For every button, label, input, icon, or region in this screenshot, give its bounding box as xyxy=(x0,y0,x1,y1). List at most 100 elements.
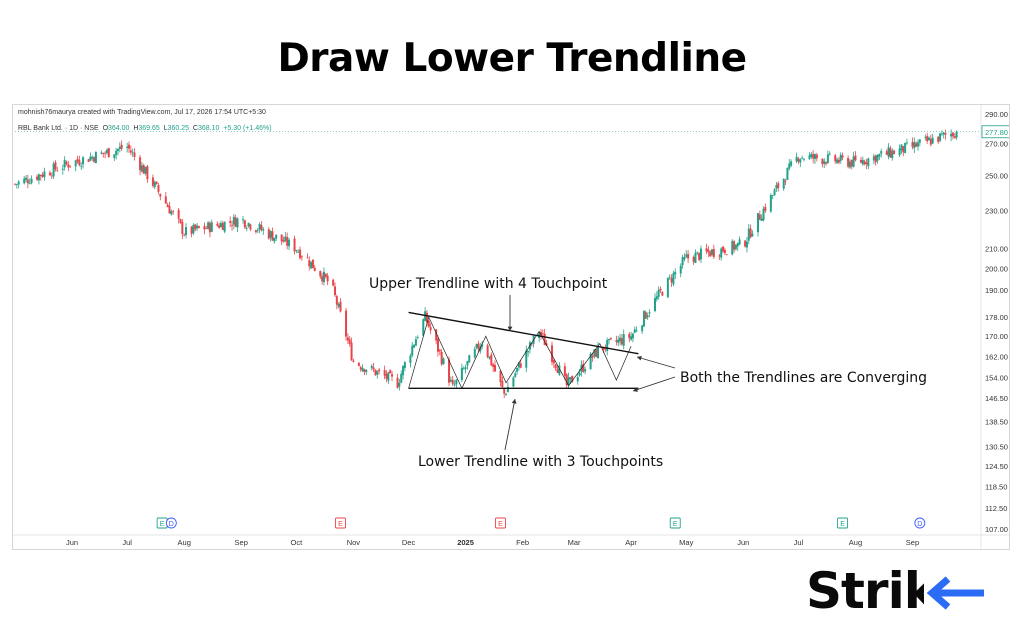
candle-body xyxy=(87,159,90,162)
candle-body xyxy=(194,224,197,230)
candle-body xyxy=(107,148,110,158)
candle-body xyxy=(203,226,206,230)
chart-panel[interactable]: mohnish76mauryа created with TradingView… xyxy=(12,104,1010,550)
candle-body xyxy=(254,230,257,232)
candle-body xyxy=(425,312,428,323)
candle-body xyxy=(269,231,272,238)
candle-body xyxy=(769,195,772,212)
event-label: E xyxy=(160,521,165,528)
candle-body xyxy=(744,240,747,247)
candle-body xyxy=(262,229,265,231)
candle-body xyxy=(593,349,596,357)
candle-body xyxy=(887,147,890,157)
candle-body xyxy=(334,286,336,296)
candle-body xyxy=(74,160,77,167)
candle-body xyxy=(438,349,441,352)
event-label: E xyxy=(673,521,678,528)
candle-body xyxy=(672,273,675,285)
candle-body xyxy=(321,276,324,282)
candle-body xyxy=(300,256,303,258)
candle-body xyxy=(313,267,316,271)
candle-body xyxy=(775,185,778,189)
candle-body xyxy=(492,364,495,368)
candle-body xyxy=(942,132,945,135)
candle-body xyxy=(683,257,686,260)
symbol-name: RBL Bank Ltd. · 1D · NSE xyxy=(18,125,99,132)
candle-body xyxy=(383,370,386,376)
converging-arrow-bottom-head xyxy=(633,387,638,392)
y-tick-label: 162.00 xyxy=(985,352,1008,361)
candle-body xyxy=(185,227,188,235)
candle-body xyxy=(120,144,123,149)
candle-body xyxy=(183,234,186,236)
candle-body xyxy=(902,146,905,153)
candle-body xyxy=(451,379,454,384)
candle-body xyxy=(282,240,285,243)
candle-body xyxy=(166,204,169,208)
candle-body xyxy=(940,133,943,135)
change-value: +5.30 (+1.46%) xyxy=(223,125,272,132)
candle-body xyxy=(350,342,353,361)
candle-body xyxy=(159,193,162,197)
low-label: L xyxy=(163,125,168,132)
candle-body xyxy=(516,367,519,372)
x-tick-label: Aug xyxy=(849,538,862,547)
candle-body xyxy=(512,377,515,387)
candle-body xyxy=(591,355,594,358)
candle-body xyxy=(709,251,712,257)
candle-body xyxy=(595,349,598,357)
candle-body xyxy=(944,133,947,135)
candle-body xyxy=(48,172,51,176)
symbol-info: RBL Bank Ltd. · 1D · NSE O364.00 H369.65… xyxy=(18,125,272,132)
candle-body xyxy=(654,298,656,311)
candle-body xyxy=(249,224,252,230)
candle-body xyxy=(514,373,517,377)
candle-body xyxy=(801,157,804,159)
candle-body xyxy=(25,177,28,180)
candle-body xyxy=(718,255,721,257)
y-tick-label: 200.00 xyxy=(985,265,1008,274)
candle-body xyxy=(929,139,932,145)
logo-arrow-icon xyxy=(924,576,986,610)
candle-body xyxy=(707,249,710,253)
candle-body xyxy=(889,148,892,158)
candle-body xyxy=(168,206,171,214)
upper-annotation: Upper Trendline with 4 Touchpoint xyxy=(369,276,608,292)
candle-body xyxy=(904,142,907,154)
candle-body xyxy=(346,337,349,341)
candle-body xyxy=(118,146,121,149)
candle-body xyxy=(242,219,245,221)
candle-body xyxy=(530,343,533,345)
candle-body xyxy=(679,265,682,274)
candle-body xyxy=(50,175,53,177)
candle-body xyxy=(332,279,335,286)
event-label: D xyxy=(917,521,922,528)
candle-body xyxy=(348,339,351,344)
candle-body xyxy=(80,165,83,167)
candle-body xyxy=(808,155,811,159)
candle-body xyxy=(642,310,645,327)
y-tick-label: 124.50 xyxy=(985,462,1008,471)
candle-body xyxy=(319,271,322,277)
candlestick-chart[interactable]: 290.00 270.00 250.00 230.00 210.00 200.00 190.… xyxy=(13,105,1009,549)
candle-body xyxy=(622,334,625,346)
candle-body xyxy=(94,151,97,164)
x-tick-label: Jun xyxy=(737,538,749,547)
candle-body xyxy=(551,345,554,363)
candle-body xyxy=(758,214,761,220)
y-tick-label: 170.00 xyxy=(985,332,1008,341)
candle-body xyxy=(503,388,506,394)
candle-body xyxy=(15,184,18,185)
candle-body xyxy=(218,225,221,228)
x-tick-label: Aug xyxy=(178,538,191,547)
candle-body xyxy=(435,329,438,341)
candle-body xyxy=(339,301,342,312)
candle-body xyxy=(799,159,802,163)
candle-body xyxy=(490,354,493,366)
candle-body xyxy=(928,137,931,141)
candle-body xyxy=(720,248,723,258)
candle-body xyxy=(659,288,662,291)
y-tick-label: 178.00 xyxy=(985,313,1008,322)
candle-body xyxy=(144,166,147,174)
candle-body xyxy=(243,220,246,228)
